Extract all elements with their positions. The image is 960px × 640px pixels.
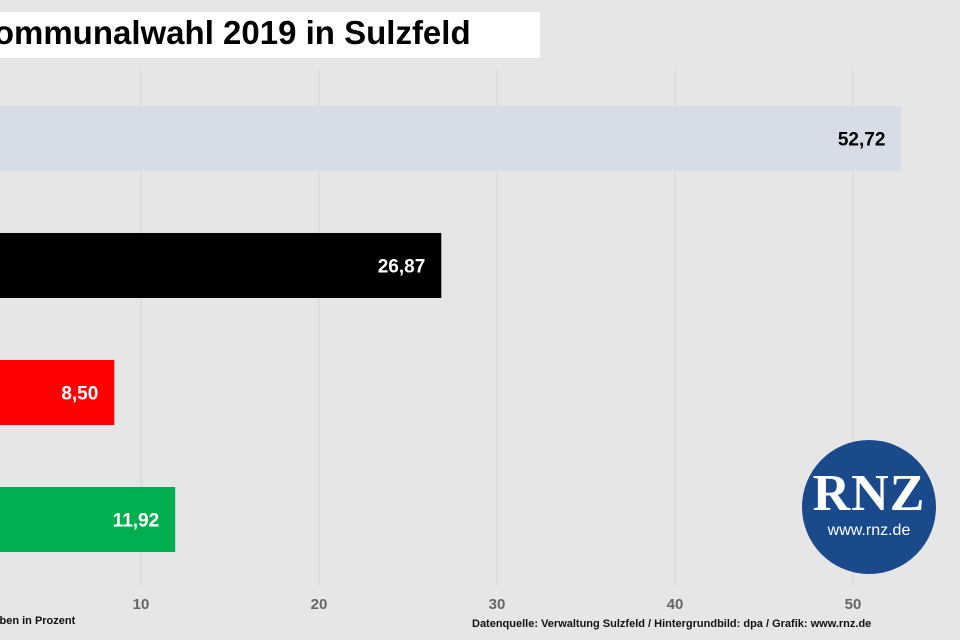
bar-3 [0, 487, 176, 552]
title-box: Kommunalwahl 2019 in Sulzfeld [0, 12, 540, 58]
bar-value-label-3: 11,92 [113, 511, 160, 532]
unit-note: Angaben in Prozent [0, 615, 76, 627]
bar-1 [0, 233, 442, 298]
x-tick-label-30: 30 [489, 596, 506, 613]
logo-url: www.rnz.de [827, 522, 911, 539]
x-tick-label-40: 40 [667, 596, 684, 613]
x-tick-label-50: 50 [845, 596, 862, 613]
bar-value-label-0: 52,72 [838, 130, 886, 151]
x-tick-label-20: 20 [311, 596, 328, 613]
bar-value-label-2: 8,50 [61, 384, 98, 405]
bar-0 [0, 106, 902, 171]
logo-text: RNZ [812, 465, 926, 522]
x-tick-label-10: 10 [133, 596, 150, 613]
bar-value-label-1: 26,87 [378, 257, 426, 278]
bar-2 [0, 360, 115, 425]
chart-title: Kommunalwahl 2019 in Sulzfeld [0, 14, 471, 51]
rnz-logo: RNZ www.rnz.de [802, 440, 936, 574]
source-note: Datenquelle: Verwaltung Sulzfeld / Hinte… [472, 618, 872, 630]
